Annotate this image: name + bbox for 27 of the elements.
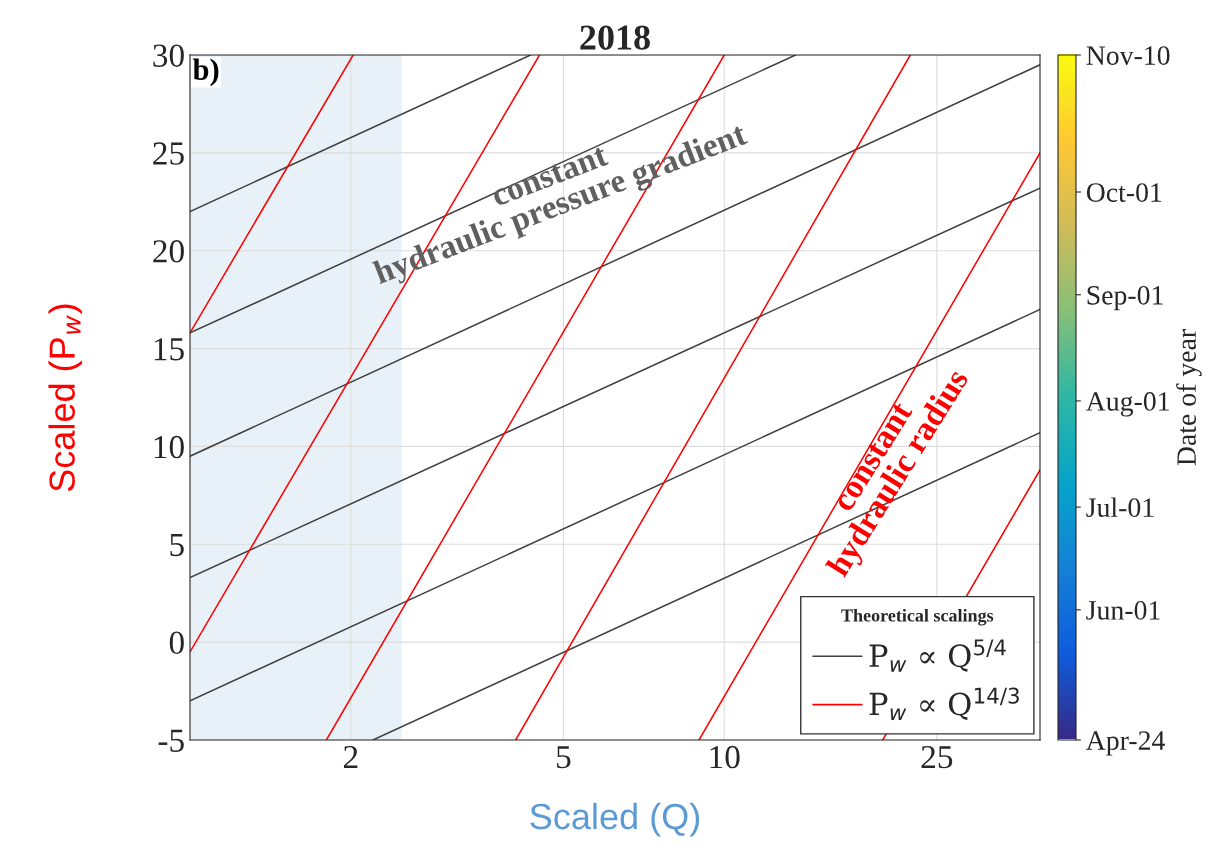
color-bar-label: Oct-01 bbox=[1086, 183, 1162, 202]
y-tick-label: 30 bbox=[153, 44, 184, 67]
color-bar-label: Sep-01 bbox=[1087, 285, 1163, 311]
color-bar-title: Date of year bbox=[1176, 329, 1202, 466]
legend-label: P$_{w}$ ∝ Q$^{14/3}$ bbox=[869, 687, 1019, 721]
y-tick-label: 0 bbox=[169, 631, 184, 655]
y-tick-label: 5 bbox=[170, 534, 184, 557]
color-bar-label: Jun-01 bbox=[1086, 601, 1160, 620]
color-bar-label: Nov-10 bbox=[1086, 46, 1170, 65]
legend-title: Theoretical scalings bbox=[841, 608, 994, 626]
x-tick-label: 2 bbox=[343, 745, 358, 768]
x-axis-title: Scaled (Q) bbox=[530, 802, 700, 837]
x-tick-label: 25 bbox=[921, 745, 953, 769]
x-tick-label: 10 bbox=[710, 745, 740, 769]
x-tick-label: 5 bbox=[557, 746, 571, 769]
y-tick-label: -5 bbox=[158, 729, 184, 752]
y-tick-label: 20 bbox=[153, 240, 184, 263]
legend-label: P$_{w}$ ∝ Q$^{5/4}$ bbox=[869, 639, 1006, 672]
y-tick-label: 10 bbox=[154, 435, 184, 459]
y-tick-label: 25 bbox=[153, 142, 184, 165]
color-bar-label: Apr-24 bbox=[1086, 731, 1165, 756]
y-tick-label: 15 bbox=[154, 338, 184, 361]
annotation: b) bbox=[192, 58, 219, 87]
chart-title: 2018 bbox=[580, 25, 650, 50]
y-axis-title: Scaled (P$_{w}$) bbox=[48, 304, 83, 492]
color-bar-label: Aug-01 bbox=[1086, 392, 1169, 417]
color-bar-label: Jul-01 bbox=[1086, 497, 1154, 518]
